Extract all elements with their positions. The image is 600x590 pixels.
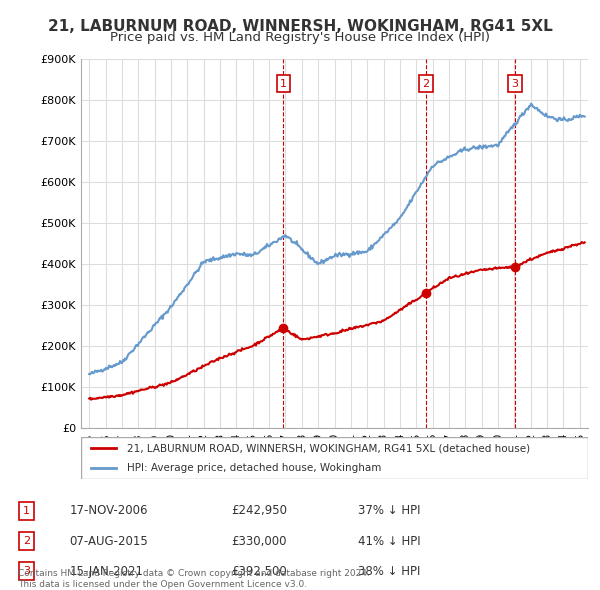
Text: £392,500: £392,500: [231, 565, 287, 578]
Text: 2: 2: [422, 78, 430, 88]
Text: 21, LABURNUM ROAD, WINNERSH, WOKINGHAM, RG41 5XL (detached house): 21, LABURNUM ROAD, WINNERSH, WOKINGHAM, …: [127, 443, 530, 453]
Text: 38% ↓ HPI: 38% ↓ HPI: [358, 565, 420, 578]
Text: 07-AUG-2015: 07-AUG-2015: [70, 535, 148, 548]
Text: £242,950: £242,950: [231, 504, 287, 517]
Text: Price paid vs. HM Land Registry's House Price Index (HPI): Price paid vs. HM Land Registry's House …: [110, 31, 490, 44]
Text: £330,000: £330,000: [231, 535, 286, 548]
Text: 21, LABURNUM ROAD, WINNERSH, WOKINGHAM, RG41 5XL: 21, LABURNUM ROAD, WINNERSH, WOKINGHAM, …: [47, 19, 553, 34]
Text: 2: 2: [23, 536, 30, 546]
Text: 3: 3: [23, 566, 30, 576]
Text: 15-JAN-2021: 15-JAN-2021: [70, 565, 143, 578]
Text: 1: 1: [23, 506, 30, 516]
Text: HPI: Average price, detached house, Wokingham: HPI: Average price, detached house, Woki…: [127, 463, 381, 473]
Text: 37% ↓ HPI: 37% ↓ HPI: [358, 504, 420, 517]
Text: Contains HM Land Registry data © Crown copyright and database right 2024.
This d: Contains HM Land Registry data © Crown c…: [18, 569, 370, 589]
Text: 1: 1: [280, 78, 287, 88]
Text: 3: 3: [512, 78, 518, 88]
Text: 41% ↓ HPI: 41% ↓ HPI: [358, 535, 420, 548]
Text: 17-NOV-2006: 17-NOV-2006: [70, 504, 148, 517]
